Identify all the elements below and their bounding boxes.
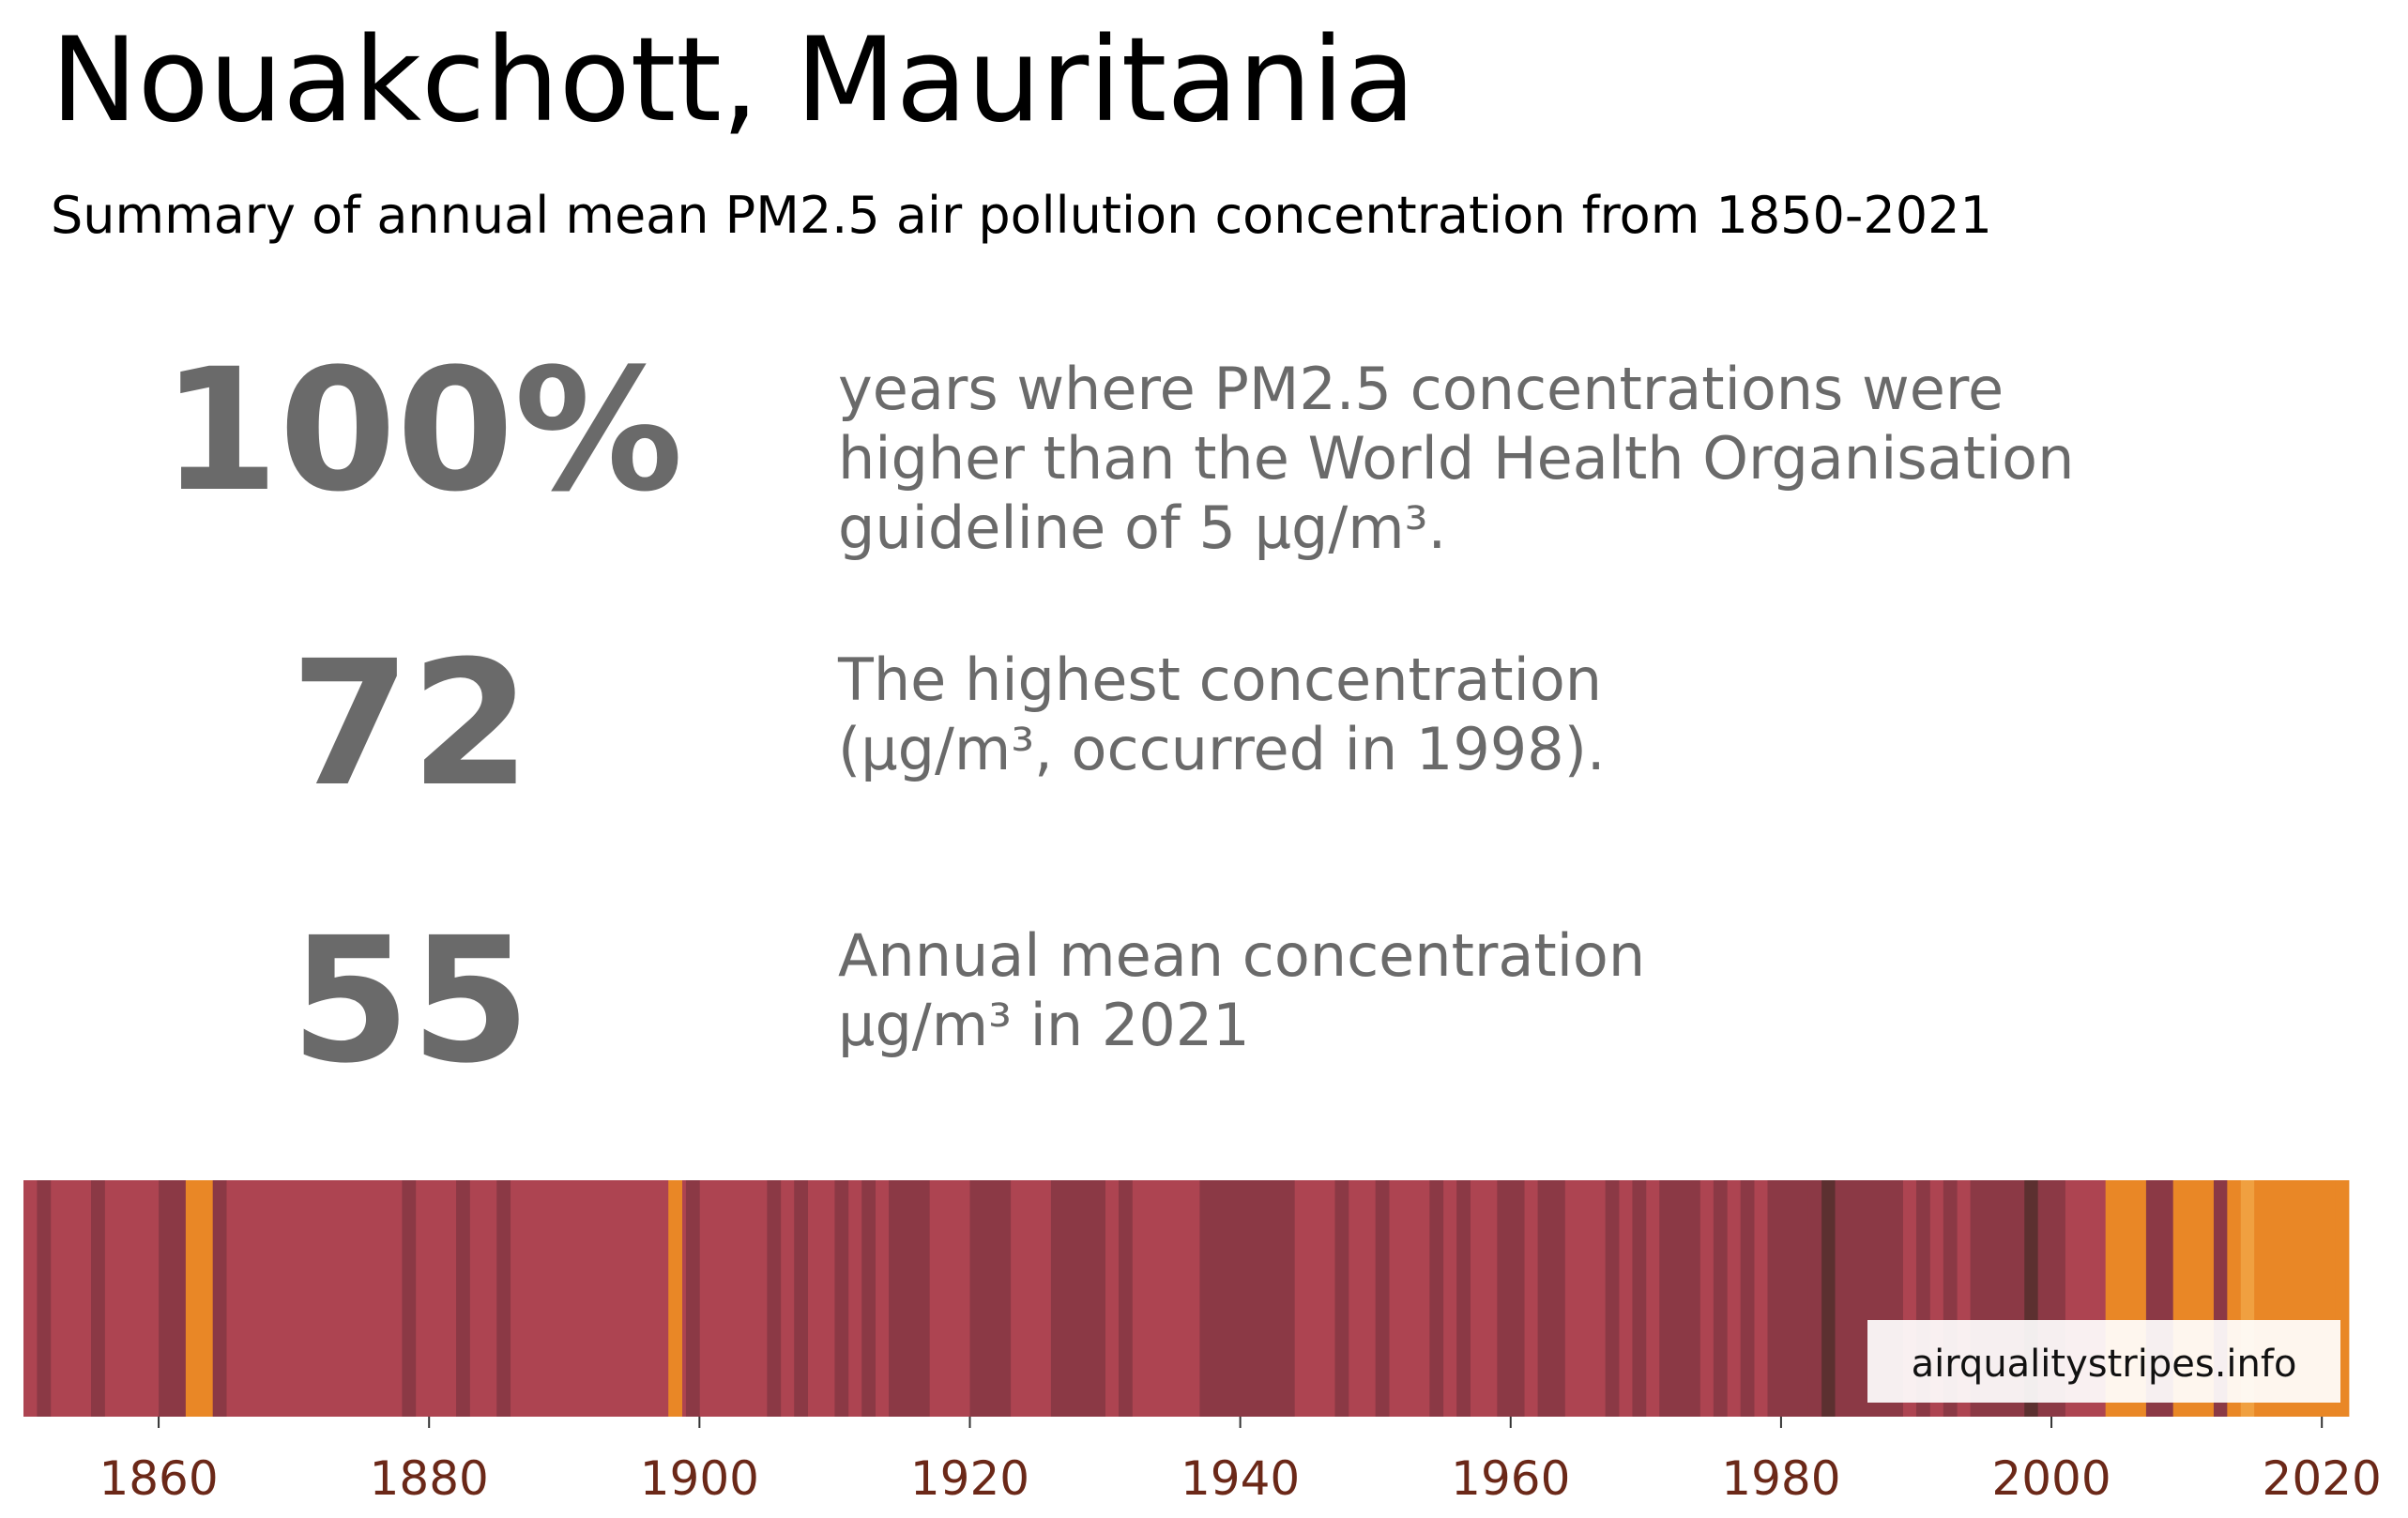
page-subtitle: Summary of annual mean PM2.5 air polluti… (51, 186, 1992, 245)
year-stripe (969, 1180, 1012, 1417)
year-stripe (1632, 1180, 1647, 1417)
year-stripe (1807, 1180, 1822, 1417)
x-axis: 1860 1880 1900 1920 1940 1960 1980 2000 2020 (99, 1417, 2382, 1506)
year-stripe (1537, 1180, 1565, 1417)
year-stripe (185, 1180, 214, 1417)
stat-exceedance-line: guideline of 5 µg/m³. (838, 493, 1447, 562)
stat-highest-line: (µg/m³, occurred in 1998). (838, 715, 1606, 783)
stat-exceedance-description: years where PM2.5 concentrations were hi… (838, 355, 2074, 563)
stat-latest-description: Annual mean concentration µg/m³ in 2021 (838, 921, 1645, 1060)
year-stripe (685, 1180, 700, 1417)
year-stripe (456, 1180, 470, 1417)
x-tick-label: 1880 (370, 1451, 489, 1506)
year-stripe (1375, 1180, 1390, 1417)
stat-exceedance-line: higher than the World Health Organisatio… (838, 424, 2075, 493)
x-tick-label: 2000 (1991, 1451, 2111, 1506)
stat-highest-description: The highest concentration (µg/m³, occurr… (838, 645, 1606, 784)
x-tick-label: 1940 (1181, 1451, 1300, 1506)
year-stripe (1334, 1180, 1349, 1417)
year-stripe (889, 1180, 930, 1417)
watermark-box (1867, 1320, 2340, 1403)
stat-latest-value: 55 (290, 901, 531, 1101)
year-stripe (1659, 1180, 1700, 1417)
year-stripe (1767, 1180, 1809, 1417)
year-stripe (402, 1180, 417, 1417)
year-stripe (1740, 1180, 1755, 1417)
x-tick-label: 1860 (99, 1451, 218, 1506)
stat-exceedance-line: years where PM2.5 concentrations were (838, 355, 2004, 423)
year-stripe (1497, 1180, 1525, 1417)
x-tick-label: 1960 (1451, 1451, 1570, 1506)
year-stripe (159, 1180, 187, 1417)
year-stripe (1199, 1180, 1295, 1417)
year-stripe (212, 1180, 227, 1417)
year-stripe (1713, 1180, 1728, 1417)
year-stripe (1050, 1180, 1105, 1417)
x-tick-label: 1920 (910, 1451, 1029, 1506)
stat-latest-line: µg/m³ in 2021 (838, 991, 1250, 1059)
stat-latest-line: Annual mean concentration (838, 921, 1646, 990)
year-stripe (37, 1180, 52, 1417)
year-stripe (668, 1180, 683, 1417)
year-stripe (1429, 1180, 1444, 1417)
x-tick-label: 1980 (1721, 1451, 1840, 1506)
year-stripe (767, 1180, 782, 1417)
stat-highest-line: The highest concentration (838, 645, 1603, 714)
year-stripe (834, 1180, 849, 1417)
year-stripe (1821, 1180, 1836, 1417)
year-stripe (91, 1180, 105, 1417)
stat-highest-value: 72 (290, 624, 531, 825)
page-title: Nouakchott, Mauritania (51, 13, 1416, 148)
watermark-text: airqualitystripes.info (1912, 1343, 2297, 1386)
year-stripe (1118, 1180, 1133, 1417)
stat-exceedance-value: 100% (160, 333, 684, 529)
year-stripe (794, 1180, 809, 1417)
year-stripe (1605, 1180, 1620, 1417)
year-stripe (861, 1180, 876, 1417)
x-tick-label: 2020 (2263, 1451, 2382, 1506)
year-stripe (1456, 1180, 1471, 1417)
year-stripe (496, 1180, 511, 1417)
x-tick-label: 1900 (640, 1451, 759, 1506)
